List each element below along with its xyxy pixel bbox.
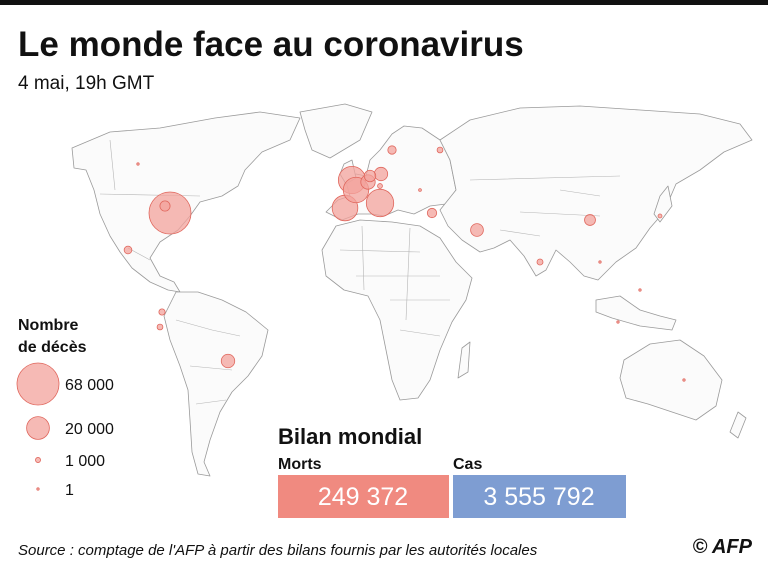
asia — [439, 105, 753, 281]
south-america — [163, 291, 269, 477]
deaths-box — [278, 475, 449, 518]
death-bubble — [682, 378, 686, 382]
bubbles — [123, 145, 686, 382]
border-lines — [175, 319, 241, 405]
summary-title: Bilan mondial — [278, 424, 422, 449]
japan — [653, 185, 673, 223]
legend-title: Nombre — [18, 317, 79, 334]
legend-label: 1 — [65, 482, 74, 499]
death-bubble — [136, 162, 140, 166]
border-lines — [469, 175, 621, 237]
greenland — [299, 103, 373, 159]
death-bubble — [159, 200, 171, 212]
death-bubble — [377, 183, 383, 189]
death-bubble — [598, 260, 602, 264]
deaths-value: 249 372 — [318, 483, 408, 511]
death-bubble — [123, 245, 133, 255]
legend-bubble — [36, 487, 40, 491]
legend-title: de décès — [18, 339, 87, 356]
death-bubble — [436, 146, 444, 154]
death-bubble — [638, 288, 642, 292]
cases-value: 3 555 792 — [483, 483, 594, 511]
death-bubble — [657, 213, 663, 219]
border-lines — [339, 225, 450, 337]
death-bubble — [148, 191, 192, 235]
deaths-label: Morts — [278, 456, 322, 473]
legend-label: 20 000 — [65, 421, 114, 438]
death-bubble — [220, 353, 236, 369]
cases-box — [453, 475, 626, 518]
title: Le monde face au coronavirus — [18, 25, 524, 64]
death-bubble — [536, 258, 544, 266]
new-zealand — [729, 411, 747, 439]
credit: © AFP — [692, 536, 752, 558]
legend-bubble — [35, 457, 41, 463]
legend-bubble — [16, 362, 60, 406]
death-bubble — [616, 320, 620, 324]
death-bubble — [156, 323, 164, 331]
legend-bubble — [26, 416, 50, 440]
legend-label: 68 000 — [65, 377, 114, 394]
death-bubble — [373, 166, 389, 182]
legend: 68 000 20 000 1 000 1 — [16, 362, 114, 499]
africa — [321, 219, 473, 401]
death-bubble — [365, 188, 395, 218]
top-bar — [0, 0, 768, 5]
subtitle: 4 mai, 19h GMT — [18, 73, 155, 94]
australia — [619, 339, 723, 421]
death-bubble — [418, 188, 422, 192]
death-bubble — [584, 214, 596, 226]
death-bubble — [363, 169, 377, 183]
death-bubble — [426, 207, 438, 219]
cases-label: Cas — [453, 456, 482, 473]
madagascar — [457, 341, 471, 379]
death-bubble — [470, 223, 484, 237]
southeast-asia — [595, 295, 677, 331]
source: Source : comptage de l'AFP à partir des … — [18, 542, 538, 559]
death-bubble — [387, 145, 397, 155]
world-map — [71, 103, 753, 477]
death-bubble — [158, 308, 166, 316]
legend-label: 1 000 — [65, 453, 105, 470]
